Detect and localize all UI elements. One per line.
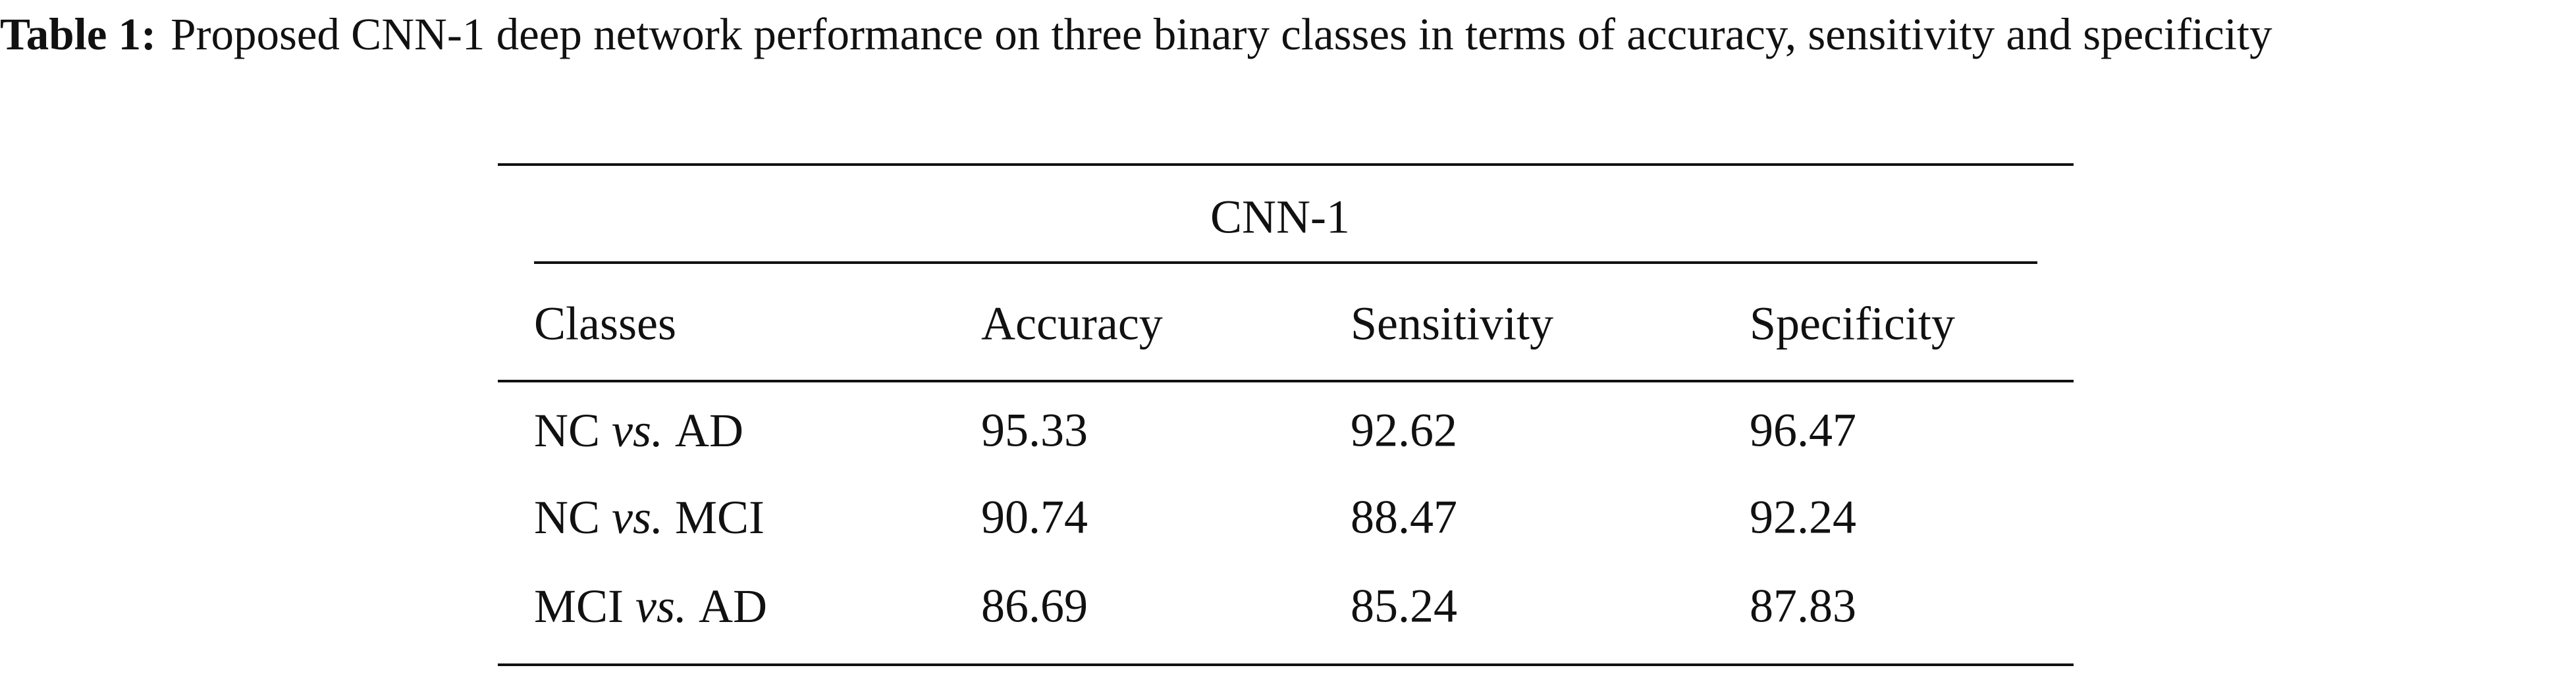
class-left: MCI xyxy=(534,580,624,633)
caption-text: Proposed CNN-1 deep network performance … xyxy=(171,9,2272,59)
caption-label: Table 1: xyxy=(0,9,157,59)
cell-value: 86.69 xyxy=(981,580,1088,633)
vs: vs. xyxy=(612,404,663,457)
table-caption: Table 1: Proposed CNN-1 deep network perf… xyxy=(0,4,2576,65)
column-header: Classes xyxy=(534,298,676,350)
cell-value: 96.47 xyxy=(1750,404,1856,457)
class-left: NC xyxy=(534,404,600,457)
cell-value: 87.83 xyxy=(1750,580,1856,633)
class-right: MCI xyxy=(675,491,765,544)
row-label: NC vs. MCI xyxy=(534,491,765,544)
cell-value: 88.47 xyxy=(1351,491,1457,544)
cell-value: 92.24 xyxy=(1750,491,1856,544)
vs: vs. xyxy=(635,580,687,633)
row-label: NC vs. AD xyxy=(534,404,743,457)
vs: vs. xyxy=(612,491,663,544)
class-left: NC xyxy=(534,491,600,544)
column-header: Accuracy xyxy=(981,298,1163,350)
group-header: CNN-1 xyxy=(1210,191,1350,244)
column-header: Sensitivity xyxy=(1351,298,1553,350)
cell-value: 92.62 xyxy=(1351,404,1457,457)
class-right: AD xyxy=(675,404,743,457)
cell-value: 95.33 xyxy=(981,404,1088,457)
column-header: Specificity xyxy=(1750,298,1955,350)
cell-value: 90.74 xyxy=(981,491,1088,544)
cell-value: 85.24 xyxy=(1351,580,1457,633)
class-right: AD xyxy=(699,580,767,633)
row-label: MCI vs. AD xyxy=(534,580,767,633)
